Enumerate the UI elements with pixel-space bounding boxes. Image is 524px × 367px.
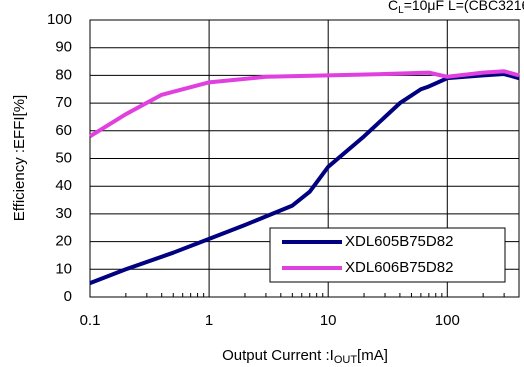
y-tick-label: 60: [55, 122, 72, 139]
annotation-part: C: [388, 0, 398, 13]
x-tick-label: 0.1: [80, 312, 101, 329]
legend-label: XDL605B75D82: [345, 233, 453, 250]
y-tick-label: 30: [55, 205, 72, 222]
plot-border: [89, 19, 520, 298]
y-tick-label: 70: [55, 94, 72, 111]
y-tick-label: 0: [64, 288, 72, 305]
annotation: CL=10μF L=(CBC3216T4R7MRV): [388, 0, 524, 16]
y-tick-label: 50: [55, 149, 72, 166]
annotation-sub: L: [398, 5, 404, 16]
x-label-part: [mA]: [357, 347, 388, 364]
y-axis-label: Efficiency :EFFI[%]: [11, 95, 28, 221]
legend-box: [269, 227, 506, 283]
y-tick-label: 10: [55, 260, 72, 277]
legend-label: XDL606B75D82: [345, 259, 453, 276]
y-tick-label: 20: [55, 233, 72, 250]
x-label-part: Output Current :I: [222, 347, 334, 364]
y-tick-label: 40: [55, 177, 72, 194]
annotation-part: =10μF L=(CBC3216T4R7MRV): [404, 0, 524, 13]
x-tick-label: 1: [205, 312, 213, 329]
y-tick-label: 100: [47, 11, 72, 28]
x-tick-label: 100: [435, 312, 460, 329]
y-tick-label: 90: [55, 39, 72, 56]
series-line: [89, 72, 520, 286]
y-tick-label: 80: [55, 66, 72, 83]
x-axis-label: Output Current :IOUT[mA]: [222, 347, 388, 366]
series-line: [88, 69, 520, 139]
x-label-sub: OUT: [334, 354, 358, 366]
x-tick-label: 10: [320, 312, 337, 329]
